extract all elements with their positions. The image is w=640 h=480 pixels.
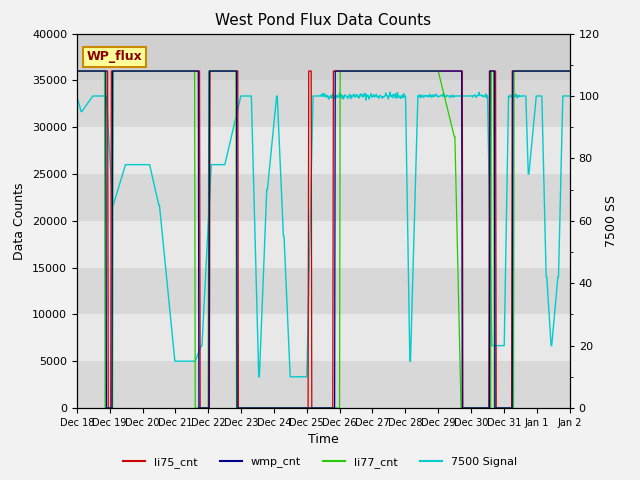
Bar: [77, 174, 570, 221]
Bar: [77, 127, 570, 174]
Legend: li75_cnt, wmp_cnt, li77_cnt, 7500 Signal: li75_cnt, wmp_cnt, li77_cnt, 7500 Signal: [118, 452, 522, 472]
Bar: [77, 34, 570, 80]
Y-axis label: 7500 SS: 7500 SS: [605, 195, 618, 247]
Bar: [77, 34, 570, 80]
Bar: [77, 267, 570, 314]
Y-axis label: Data Counts: Data Counts: [13, 182, 26, 260]
Bar: [77, 361, 570, 408]
Text: WP_flux: WP_flux: [86, 50, 143, 63]
Bar: [77, 221, 570, 267]
X-axis label: Time: Time: [308, 433, 339, 446]
Title: West Pond Flux Data Counts: West Pond Flux Data Counts: [215, 13, 431, 28]
Bar: [77, 314, 570, 361]
Bar: [77, 80, 570, 127]
